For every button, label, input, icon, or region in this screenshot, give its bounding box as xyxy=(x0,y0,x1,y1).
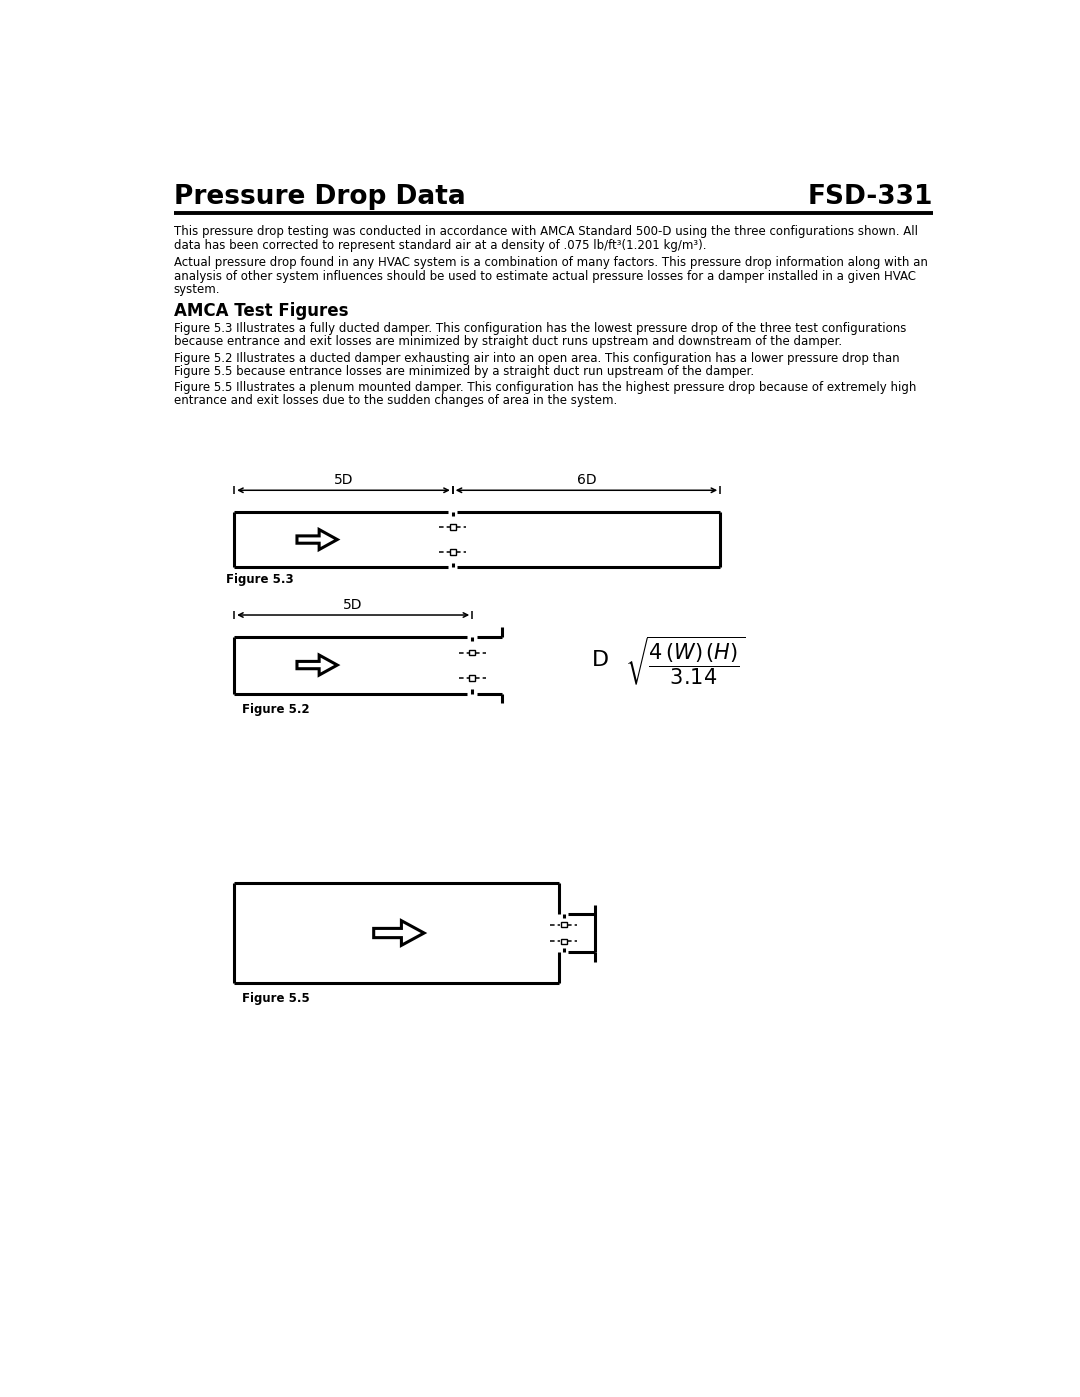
Text: This pressure drop testing was conducted in accordance with AMCA Standard 500-D : This pressure drop testing was conducted… xyxy=(174,225,918,239)
Text: Figure 5.5 because entrance losses are minimized by a straight duct run upstream: Figure 5.5 because entrance losses are m… xyxy=(174,365,754,379)
Text: Actual pressure drop found in any HVAC system is a combination of many factors. : Actual pressure drop found in any HVAC s… xyxy=(174,256,928,270)
Bar xyxy=(561,922,567,928)
Text: Figure 5.2: Figure 5.2 xyxy=(242,703,310,715)
Text: 6D: 6D xyxy=(577,474,596,488)
Text: because entrance and exit losses are minimized by straight duct runs upstream an: because entrance and exit losses are min… xyxy=(174,335,842,348)
Text: 5D: 5D xyxy=(334,474,353,488)
Text: $\sqrt{\dfrac{4\,(W)\,(H)}{3.14}}$: $\sqrt{\dfrac{4\,(W)\,(H)}{3.14}}$ xyxy=(625,634,745,687)
Bar xyxy=(449,549,456,555)
Text: Pressure Drop Data: Pressure Drop Data xyxy=(174,184,465,210)
Text: Figure 5.3: Figure 5.3 xyxy=(227,573,294,585)
Text: Figure 5.3 Illustrates a fully ducted damper. This configuration has the lowest : Figure 5.3 Illustrates a fully ducted da… xyxy=(174,321,906,335)
Bar xyxy=(469,675,475,680)
Text: 5D: 5D xyxy=(343,598,363,612)
Text: data has been corrected to represent standard air at a density of .075 lb/ft³(1.: data has been corrected to represent sta… xyxy=(174,239,706,251)
Text: Figure 5.2 Illustrates a ducted damper exhausting air into an open area. This co: Figure 5.2 Illustrates a ducted damper e… xyxy=(174,352,900,365)
Text: Figure 5.5 Illustrates a plenum mounted damper. This configuration has the highe: Figure 5.5 Illustrates a plenum mounted … xyxy=(174,381,916,394)
Bar xyxy=(449,524,456,531)
Text: AMCA Test Figures: AMCA Test Figures xyxy=(174,302,348,320)
Text: D: D xyxy=(592,651,609,671)
Text: Figure 5.5: Figure 5.5 xyxy=(242,992,310,1006)
Bar xyxy=(469,650,475,655)
Text: FSD-331: FSD-331 xyxy=(808,184,933,210)
Bar xyxy=(561,939,567,944)
Text: system.: system. xyxy=(174,284,220,296)
Text: entrance and exit losses due to the sudden changes of area in the system.: entrance and exit losses due to the sudd… xyxy=(174,394,617,408)
Text: analysis of other system influences should be used to estimate actual pressure l: analysis of other system influences shou… xyxy=(174,270,916,282)
